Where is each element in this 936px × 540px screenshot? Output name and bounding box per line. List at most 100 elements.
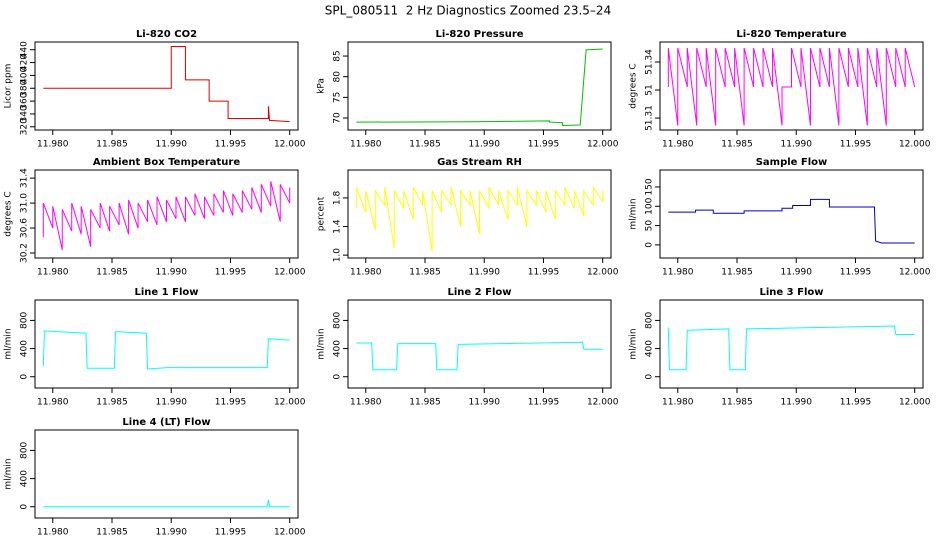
panel-title: Li-820 CO2 bbox=[136, 29, 197, 40]
x-tick-label: 11.985 bbox=[409, 140, 441, 150]
panel-title: Gas Stream RH bbox=[437, 157, 522, 168]
y-tick-label: 320 bbox=[20, 118, 30, 135]
x-tick-label: 12.000 bbox=[899, 398, 931, 408]
x-tick-label: 12.000 bbox=[274, 268, 306, 278]
y-tick-label: 400 bbox=[333, 340, 343, 357]
panel-title: Sample Flow bbox=[756, 157, 828, 168]
plot-frame bbox=[34, 429, 299, 519]
y-tick-label: 400 bbox=[20, 67, 30, 84]
panel-title: Line 4 (LT) Flow bbox=[122, 417, 210, 428]
x-tick-label: 11.990 bbox=[468, 140, 500, 150]
x-tick-label: 12.000 bbox=[274, 398, 306, 408]
x-tick-label: 11.995 bbox=[840, 268, 872, 278]
panel-title: Li-820 Pressure bbox=[435, 29, 523, 40]
y-tick-label: 31.0 bbox=[20, 193, 30, 213]
data-line bbox=[43, 46, 290, 123]
y-tick-label: 0 bbox=[645, 374, 655, 380]
y-tick-label: 70 bbox=[333, 112, 343, 124]
x-tick-label: 11.995 bbox=[528, 140, 560, 150]
y-axis-label: ml/min bbox=[629, 198, 639, 229]
x-tick-label: 11.990 bbox=[155, 268, 187, 278]
y-tick-label: 1.8 bbox=[333, 190, 343, 205]
x-tick-label: 12.000 bbox=[274, 528, 306, 538]
x-tick-label: 11.985 bbox=[409, 268, 441, 278]
y-tick-label: 0 bbox=[333, 374, 343, 380]
y-tick-label: 1.4 bbox=[333, 219, 343, 234]
panel-title: Li-820 Temperature bbox=[736, 29, 846, 40]
y-tick-label: 85 bbox=[333, 50, 343, 61]
plot-frame bbox=[659, 299, 924, 389]
x-tick-label: 12.000 bbox=[899, 268, 931, 278]
x-tick-label: 11.995 bbox=[528, 268, 560, 278]
data-line bbox=[667, 325, 915, 371]
x-tick-label: 11.990 bbox=[468, 268, 500, 278]
x-tick-label: 12.000 bbox=[587, 398, 619, 408]
x-tick-label: 12.000 bbox=[587, 268, 619, 278]
x-tick-label: 11.990 bbox=[155, 528, 187, 538]
plot-frame bbox=[34, 169, 299, 259]
x-tick-label: 11.990 bbox=[155, 140, 187, 150]
y-axis-label: kPa bbox=[317, 78, 327, 94]
x-tick-label: 11.980 bbox=[37, 398, 69, 408]
y-axis-label: ml/min bbox=[629, 328, 639, 359]
x-tick-label: 12.000 bbox=[899, 140, 931, 150]
figure-title: SPL_080511 2 Hz Diagnostics Zoomed 23.5–… bbox=[325, 4, 611, 18]
x-tick-label: 11.995 bbox=[215, 268, 247, 278]
plot-frame bbox=[34, 299, 299, 389]
y-tick-label: 420 bbox=[20, 54, 30, 71]
data-line bbox=[356, 48, 603, 126]
y-tick-label: 400 bbox=[20, 470, 30, 487]
y-tick-label: 150 bbox=[645, 178, 655, 195]
x-tick-label: 11.985 bbox=[721, 268, 753, 278]
x-tick-label: 11.980 bbox=[37, 528, 69, 538]
x-tick-label: 11.985 bbox=[96, 140, 128, 150]
plot-frame bbox=[659, 169, 924, 259]
x-tick-label: 11.980 bbox=[37, 140, 69, 150]
x-tick-label: 11.995 bbox=[528, 398, 560, 408]
x-tick-label: 11.980 bbox=[662, 398, 694, 408]
y-tick-label: 51.34 bbox=[645, 49, 655, 75]
x-tick-label: 11.985 bbox=[96, 268, 128, 278]
y-tick-label: 51.31 bbox=[645, 105, 655, 131]
x-tick-label: 11.995 bbox=[215, 140, 247, 150]
y-axis-label: ml/min bbox=[4, 328, 14, 359]
x-tick-label: 11.985 bbox=[721, 140, 753, 150]
y-tick-label: 380 bbox=[20, 79, 30, 96]
x-tick-label: 11.980 bbox=[37, 268, 69, 278]
y-axis-label: Licor ppm bbox=[4, 64, 14, 109]
y-tick-label: 400 bbox=[645, 340, 655, 357]
plot-frame bbox=[347, 299, 612, 389]
x-tick-label: 11.980 bbox=[350, 268, 382, 278]
y-tick-label: 0 bbox=[20, 504, 30, 510]
data-line bbox=[42, 330, 290, 370]
y-tick-label: 0 bbox=[645, 242, 655, 248]
x-tick-label: 11.985 bbox=[409, 398, 441, 408]
y-axis-label: ml/min bbox=[4, 458, 14, 489]
y-tick-label: 800 bbox=[20, 312, 30, 329]
y-axis-label: percent bbox=[317, 196, 327, 231]
x-tick-label: 11.980 bbox=[662, 268, 694, 278]
y-tick-label: 30.6 bbox=[20, 218, 30, 238]
data-line bbox=[356, 341, 603, 371]
y-tick-label: 80 bbox=[333, 71, 343, 83]
panel-title: Line 3 Flow bbox=[760, 287, 824, 298]
x-tick-label: 11.995 bbox=[215, 528, 247, 538]
y-tick-label: 31.4 bbox=[20, 168, 30, 188]
x-tick-label: 12.000 bbox=[587, 140, 619, 150]
x-tick-label: 11.985 bbox=[96, 398, 128, 408]
panel-title: Ambient Box Temperature bbox=[93, 157, 240, 168]
x-tick-label: 11.990 bbox=[780, 140, 812, 150]
data-line bbox=[43, 499, 290, 508]
data-line bbox=[355, 185, 604, 252]
y-axis-label: degrees C bbox=[629, 63, 639, 108]
y-tick-label: 0 bbox=[20, 374, 30, 380]
y-tick-label: 340 bbox=[20, 105, 30, 122]
x-tick-label: 11.990 bbox=[468, 398, 500, 408]
x-tick-label: 11.990 bbox=[155, 398, 187, 408]
plot-frame bbox=[659, 41, 924, 131]
data-line bbox=[667, 47, 916, 126]
x-tick-label: 11.990 bbox=[780, 398, 812, 408]
y-tick-label: 1.0 bbox=[333, 248, 343, 263]
y-tick-label: 100 bbox=[645, 197, 655, 214]
